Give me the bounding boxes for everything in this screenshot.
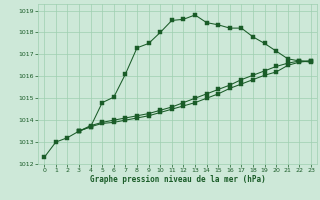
X-axis label: Graphe pression niveau de la mer (hPa): Graphe pression niveau de la mer (hPa) (90, 175, 266, 184)
